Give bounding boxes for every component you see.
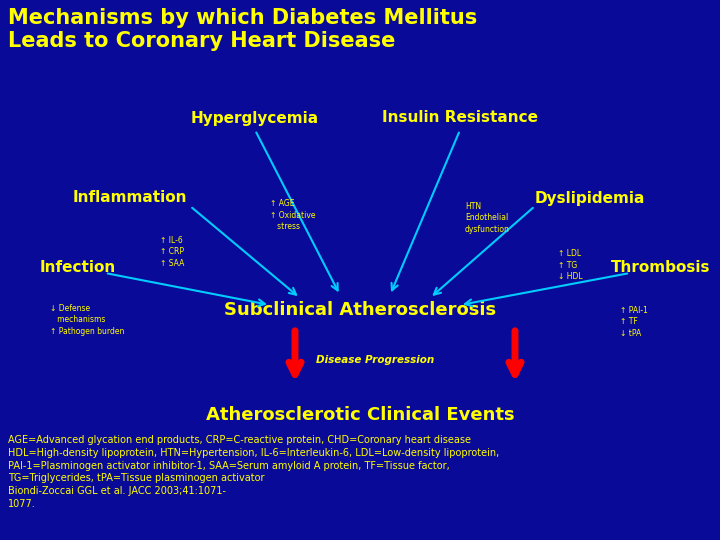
Text: Disease Progression: Disease Progression [316,355,434,365]
Text: ↑ AGE
↑ Oxidative
   stress: ↑ AGE ↑ Oxidative stress [270,199,315,231]
Text: ↑ IL-6
↑ CRP
↑ SAA: ↑ IL-6 ↑ CRP ↑ SAA [160,237,184,268]
Text: Mechanisms by which Diabetes Mellitus
Leads to Coronary Heart Disease: Mechanisms by which Diabetes Mellitus Le… [8,8,477,51]
Text: HTN
Endothelial
dysfunction: HTN Endothelial dysfunction [465,202,510,234]
Text: Thrombosis: Thrombosis [611,260,710,275]
Text: Subclinical Atherosclerosis: Subclinical Atherosclerosis [224,301,496,319]
Text: Insulin Resistance: Insulin Resistance [382,111,538,125]
Text: Infection: Infection [40,260,116,275]
Text: ↑ LDL
↑ TG
↓ HDL: ↑ LDL ↑ TG ↓ HDL [558,249,582,281]
Text: AGE=Advanced glycation end products, CRP=C-reactive protein, CHD=Coronary heart : AGE=Advanced glycation end products, CRP… [8,435,499,509]
Text: Inflammation: Inflammation [73,191,187,206]
Text: Hyperglycemia: Hyperglycemia [191,111,319,125]
Text: ↓ Defense
   mechanisms
↑ Pathogen burden: ↓ Defense mechanisms ↑ Pathogen burden [50,305,125,335]
Text: Dyslipidemia: Dyslipidemia [535,191,645,206]
Text: ↑ PAI-1
↑ TF
↓ tPA: ↑ PAI-1 ↑ TF ↓ tPA [620,306,648,338]
Text: Atherosclerotic Clinical Events: Atherosclerotic Clinical Events [206,406,514,424]
